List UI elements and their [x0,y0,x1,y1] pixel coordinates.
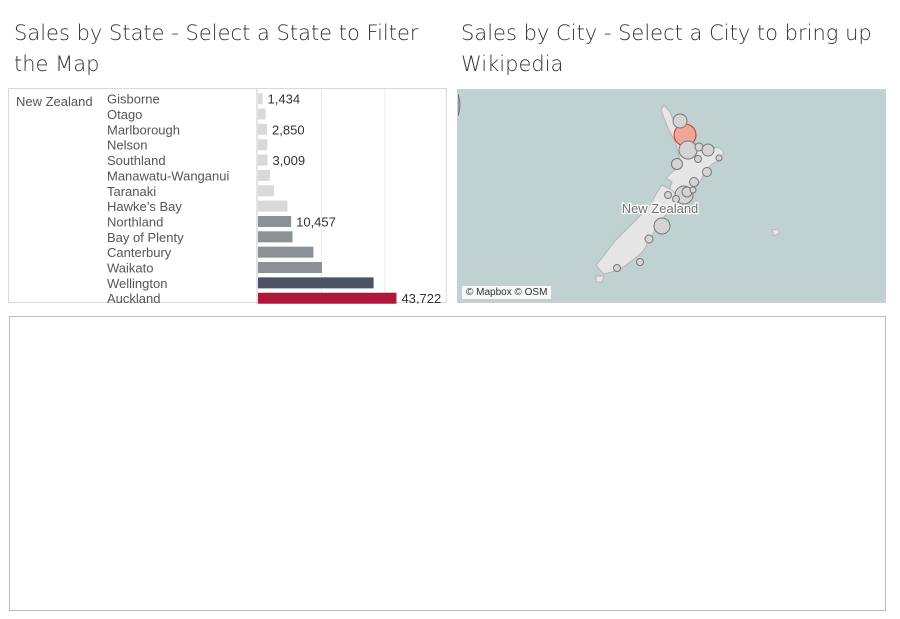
state-label[interactable]: Auckland [107,291,160,304]
sales-by-state-chart[interactable]: New Zealand Gisborne 1,434 Otago Marlboroug… [8,88,447,304]
city-marker[interactable] [664,191,672,199]
city-marker[interactable] [694,155,702,163]
city-marker[interactable] [613,264,621,272]
map-attribution[interactable]: © Mapbox © OSM [462,286,552,299]
state-bar[interactable] [258,200,288,212]
city-marker[interactable] [689,186,697,194]
city-marker[interactable] [636,258,644,266]
state-bar[interactable] [258,123,268,135]
city-marker[interactable] [672,195,680,203]
state-label[interactable]: Gisborne [107,92,160,107]
country-header: New Zealand [16,94,93,109]
state-label[interactable]: Bay of Plenty [107,230,184,245]
bar-value-label: 43,722 [401,291,441,304]
sales-by-city-map[interactable]: New Zealand © Mapbox © OSM [457,89,886,303]
city-marker[interactable] [701,143,715,157]
city-marker[interactable] [672,113,688,129]
city-marker[interactable] [671,158,683,170]
sales-by-city-title: Sales by City - Select a City to bring u… [461,21,872,76]
state-label[interactable]: Manawatu-Wanganui [107,168,229,183]
state-label[interactable]: Nelson [107,138,147,153]
chatham-islands [771,228,781,237]
map-svg: New Zealand [458,93,781,283]
state-label[interactable]: Southland [107,153,166,168]
city-marker[interactable] [702,167,712,177]
state-bar[interactable] [258,139,268,151]
state-bar[interactable] [258,292,397,304]
bar-value-label: 10,457 [296,214,336,229]
stewart-island [595,275,605,283]
state-label[interactable]: Waikato [107,261,153,276]
state-label[interactable]: Hawke’s Bay [107,199,182,214]
city-marker[interactable] [644,234,654,244]
state-label[interactable]: Otago [107,107,142,122]
bar-value-label: 2,850 [272,122,305,137]
state-bar[interactable] [258,246,314,258]
city-marker-christchurch[interactable] [653,217,671,235]
country-map-label: New Zealand [622,201,699,216]
australia-edge-marker[interactable] [458,93,461,117]
south-island-landmass [595,184,679,275]
state-bar[interactable] [258,154,268,166]
state-label[interactable]: Wellington [107,276,167,291]
state-bar[interactable] [258,277,374,289]
state-bar[interactable] [258,169,271,181]
bar-chart-svg: New Zealand Gisborne 1,434 OtagoMarlboroug… [16,89,447,304]
state-label[interactable]: Canterbury [107,245,172,260]
state-label[interactable]: Marlborough [107,122,180,137]
state-bar[interactable] [258,262,322,274]
city-marker[interactable] [689,177,699,187]
state-bar[interactable] [258,185,274,197]
state-bar[interactable] [258,231,293,243]
bar-value-label: 1,434 [268,92,301,107]
city-marker[interactable] [715,154,723,162]
sales-by-state-title: Sales by State - Select a State to Filte… [14,21,419,76]
city-markers[interactable] [613,113,723,272]
state-label[interactable]: Northland [107,214,163,229]
empty-sheet-panel [9,316,886,611]
state-bar[interactable] [258,93,263,105]
state-label[interactable]: Taranaki [107,184,156,199]
state-bar[interactable] [258,108,266,120]
gridlines [320,89,447,304]
bar-value-label: 3,009 [273,153,306,168]
state-bar[interactable] [258,215,292,227]
city-marker[interactable] [678,140,698,160]
